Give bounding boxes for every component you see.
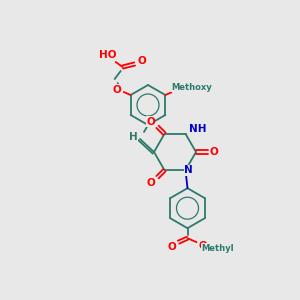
Text: Methyl: Methyl [201,244,234,253]
Text: O: O [146,117,155,127]
Text: O: O [173,84,182,94]
Text: O: O [137,56,146,66]
Text: O: O [198,241,207,251]
Text: O: O [112,85,121,95]
Text: HO: HO [99,50,116,60]
Text: O: O [210,147,218,157]
Text: H: H [129,132,137,142]
Text: Methoxy: Methoxy [171,82,212,91]
Text: O: O [167,242,176,252]
Text: N: N [184,165,193,175]
Text: O: O [146,178,155,188]
Text: NH: NH [189,124,206,134]
